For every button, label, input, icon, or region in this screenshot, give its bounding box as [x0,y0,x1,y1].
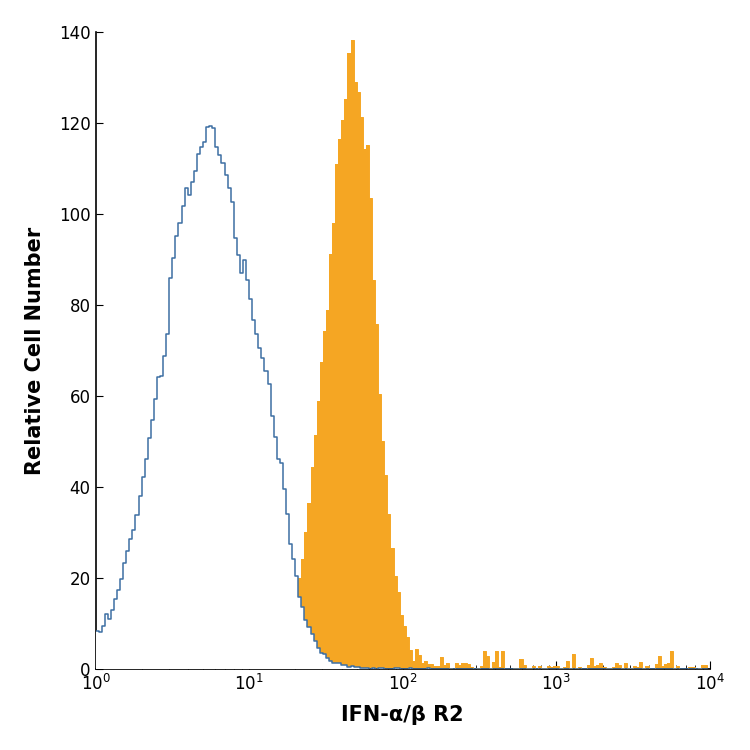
X-axis label: IFN-α/β R2: IFN-α/β R2 [341,705,464,725]
Y-axis label: Relative Cell Number: Relative Cell Number [25,226,45,475]
